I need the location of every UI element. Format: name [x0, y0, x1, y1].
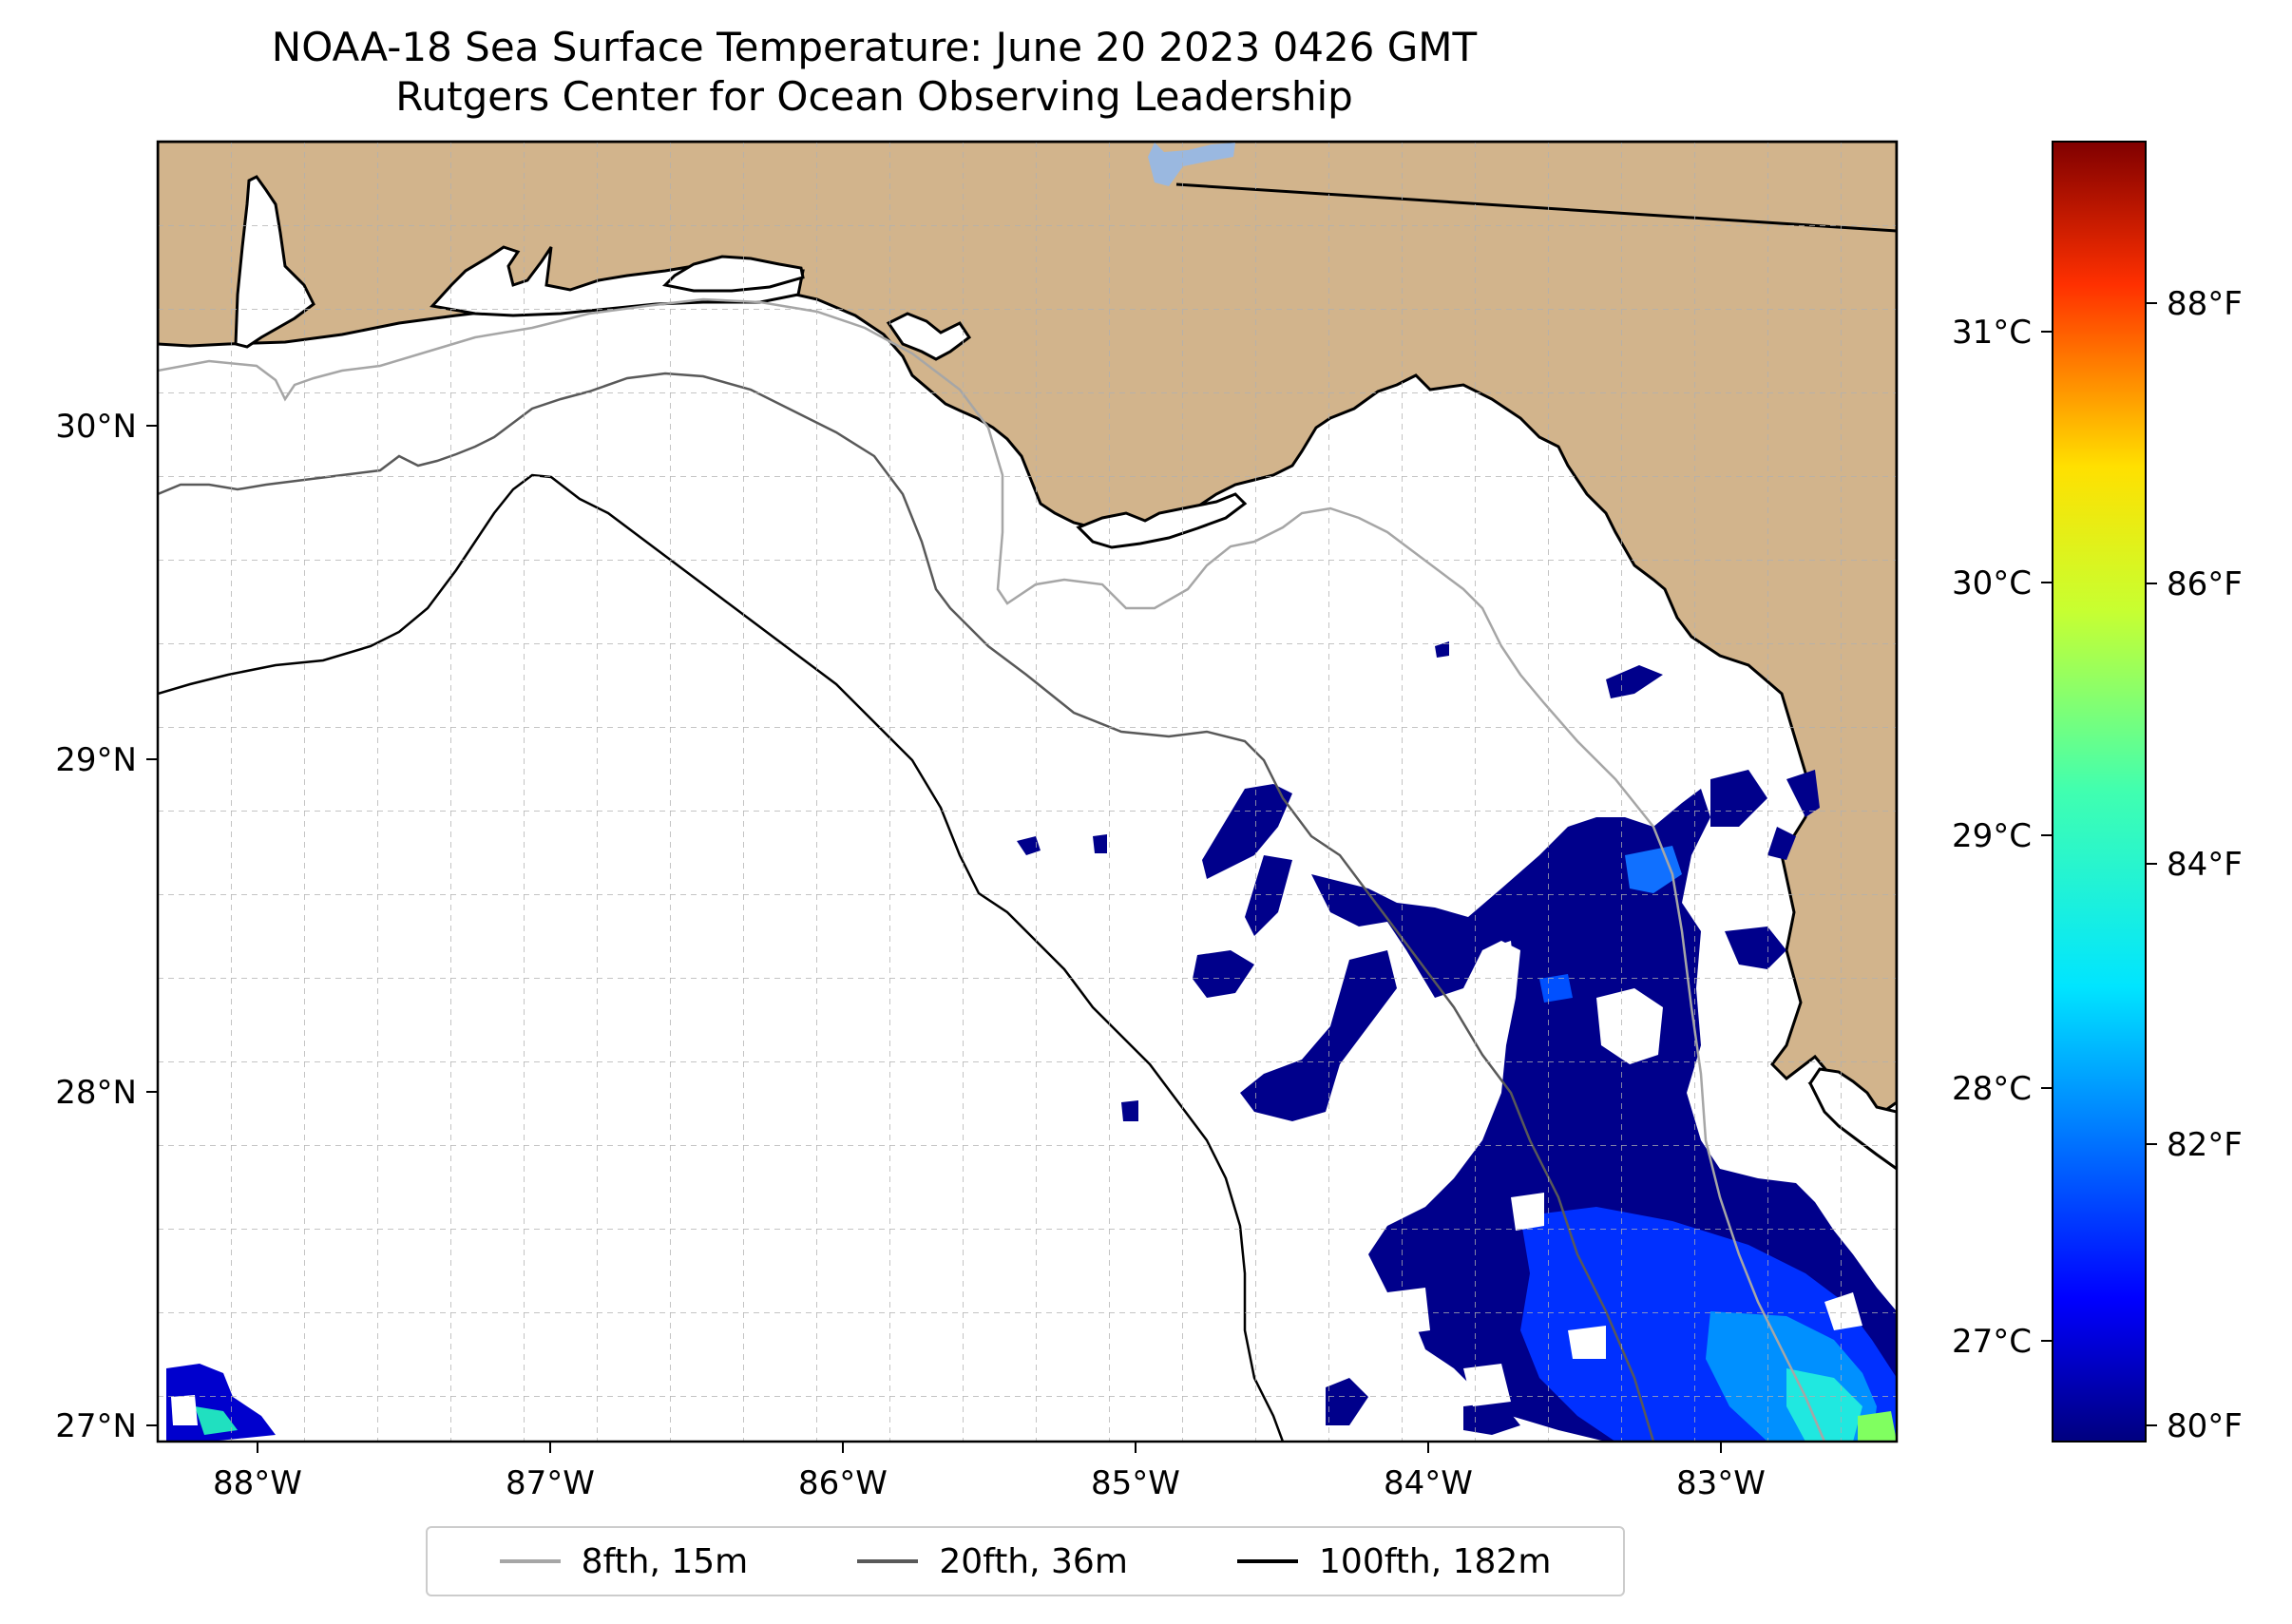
lat-label: 27°N [55, 1407, 137, 1445]
colorbar [2052, 141, 2147, 1442]
lon-label: 83°W [1676, 1464, 1766, 1502]
legend-item-20fth: 20fth, 36m [857, 1542, 1128, 1581]
lon-label: 88°W [213, 1464, 302, 1502]
lon-label: 86°W [798, 1464, 888, 1502]
lon-label: 84°W [1384, 1464, 1473, 1502]
lon-tick-marks [257, 1442, 1722, 1453]
celsius-label: 30°C [1952, 564, 2032, 602]
isobath-legend: 8fth, 15m 20fth, 36m 100fth, 182m [426, 1526, 1625, 1596]
fahrenheit-label: 80°F [2167, 1407, 2243, 1445]
lat-label: 29°N [55, 741, 137, 779]
chart-title: NOAA-18 Sea Surface Temperature: June 20… [0, 23, 1748, 122]
map-area [158, 142, 1897, 1442]
legend-label: 20fth, 36m [939, 1541, 1128, 1581]
celsius-labels: 31°C 30°C 29°C 28°C 27°C [1952, 314, 2032, 1361]
fahrenheit-label: 86°F [2167, 565, 2243, 603]
fahrenheit-label: 88°F [2167, 285, 2243, 323]
grid [158, 142, 1897, 1442]
lat-labels: 30°N 29°N 28°N 27°N [55, 408, 137, 1445]
fahrenheit-labels: 88°F 86°F 84°F 82°F 80°F [2167, 285, 2243, 1445]
lat-label: 28°N [55, 1074, 137, 1112]
fahrenheit-label: 82°F [2167, 1126, 2243, 1164]
legend-item-8fth: 8fth, 15m [499, 1541, 749, 1581]
celsius-label: 29°C [1952, 817, 2032, 855]
celsius-tick-marks [2041, 331, 2053, 1342]
fahrenheit-label: 84°F [2167, 846, 2243, 884]
legend-item-100fth: 100fth, 182m [1237, 1542, 1551, 1581]
title-line-2: Rutgers Center for Ocean Observing Leade… [395, 73, 1353, 120]
legend-line-icon [499, 1559, 561, 1563]
celsius-label: 31°C [1952, 314, 2032, 352]
title-line-1: NOAA-18 Sea Surface Temperature: June 20… [271, 24, 1478, 70]
legend-label: 8fth, 15m [581, 1541, 749, 1581]
celsius-label: 28°C [1952, 1070, 2032, 1108]
legend-line-icon [1237, 1559, 1299, 1563]
lon-label: 85°W [1091, 1464, 1180, 1502]
map-frame [156, 140, 1899, 1443]
lon-label: 87°W [506, 1464, 595, 1502]
lat-tick-marks [146, 425, 158, 1426]
celsius-label: 27°C [1952, 1323, 2032, 1361]
lat-label: 30°N [55, 408, 137, 446]
fahrenheit-tick-marks [2146, 302, 2157, 1426]
legend-line-icon [857, 1559, 919, 1563]
legend-label: 100fth, 182m [1319, 1541, 1552, 1581]
lon-labels: 88°W 87°W 86°W 85°W 84°W 83°W [213, 1464, 1766, 1502]
